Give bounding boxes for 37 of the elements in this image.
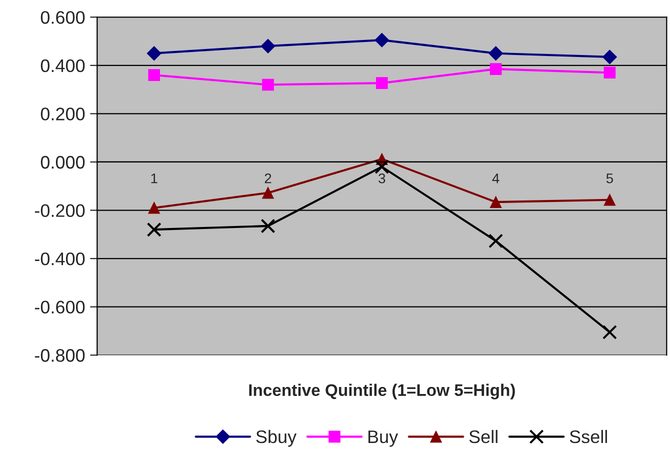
point (602, 324, 617, 340)
point (148, 202, 160, 214)
y-tick-label: -0.800 (34, 349, 85, 362)
x-tick-label: 2 (264, 173, 272, 184)
point (146, 46, 162, 61)
x-axis-title: Incentive Quintile (1=Low 5=High) (249, 384, 515, 400)
legend-label: Buy (368, 430, 398, 447)
legend-label: Sell (469, 430, 498, 444)
point (490, 196, 502, 208)
x-tick-label: 3 (378, 173, 386, 184)
y-tick-label: 0.000 (40, 156, 85, 169)
point (374, 160, 390, 174)
point (488, 234, 504, 248)
point (260, 38, 276, 54)
x-tick-label: 5 (606, 174, 613, 184)
legend-label: Sbuy (256, 430, 297, 447)
point (604, 66, 616, 79)
point (262, 78, 274, 91)
point (148, 69, 160, 81)
point (374, 32, 390, 48)
y-tick-label: 0.600 (40, 11, 85, 24)
point (602, 50, 617, 64)
point (260, 218, 276, 234)
point (146, 222, 162, 237)
point (488, 46, 504, 61)
y-tick-label: 0.400 (40, 59, 85, 72)
y-tick-label: 0.200 (40, 108, 85, 120)
point (376, 77, 388, 89)
x-tick-label: 1 (151, 174, 158, 184)
point (604, 194, 616, 206)
point (490, 63, 502, 75)
x-tick-label: 4 (492, 174, 500, 184)
legend-label: Ssell (570, 430, 607, 444)
y-tick-label: -0.200 (34, 204, 85, 217)
point (262, 186, 274, 199)
y-tick-label: -0.600 (34, 300, 85, 314)
y-tick-label: -0.400 (34, 252, 85, 266)
